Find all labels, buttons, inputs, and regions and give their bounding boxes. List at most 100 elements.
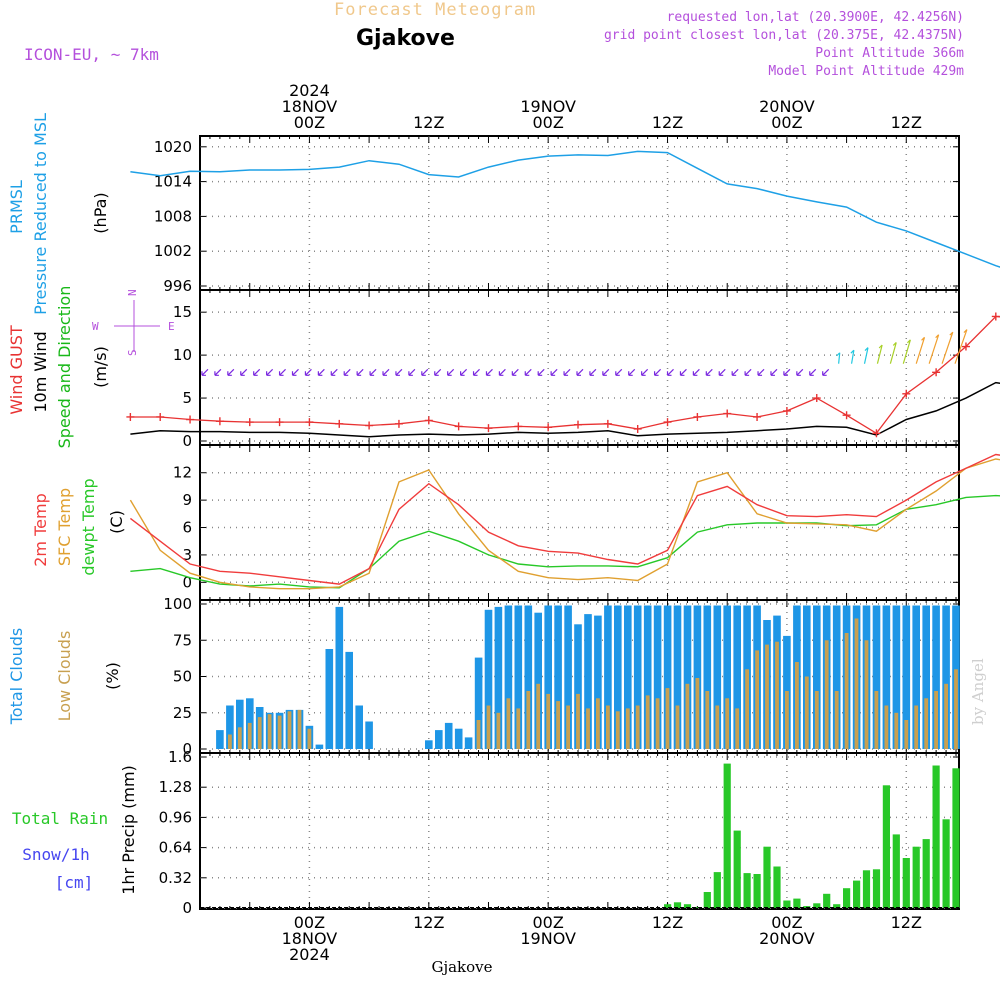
low-cloud-bar bbox=[755, 650, 759, 749]
rain-bar bbox=[892, 834, 900, 908]
low-cloud-bar bbox=[934, 691, 938, 749]
rain-bar bbox=[823, 893, 831, 908]
wind-unit-label: (m/s) bbox=[91, 346, 110, 388]
time-label-bottom: 00Z bbox=[533, 913, 564, 932]
rain-bar bbox=[733, 830, 741, 908]
y-tick-label: 1008 bbox=[154, 207, 192, 225]
total-cloud-bar bbox=[544, 605, 552, 749]
rain-bar bbox=[833, 904, 841, 908]
y-tick-label: 0.96 bbox=[159, 808, 192, 826]
low-cloud-bar bbox=[834, 691, 839, 749]
total-cloud-bar bbox=[355, 705, 363, 749]
y-tick-label: 6 bbox=[182, 519, 192, 537]
gust-marker bbox=[782, 406, 791, 415]
time-label-bottom: 12Z bbox=[652, 913, 683, 932]
low-cloud-bar bbox=[954, 669, 958, 750]
low-cloud-bar bbox=[486, 705, 491, 749]
total-cloud-bar bbox=[643, 605, 652, 749]
low-cloud-bar bbox=[675, 705, 680, 749]
cloud-unit-label: (%) bbox=[103, 662, 122, 690]
wind-direction-arrow bbox=[382, 368, 390, 376]
total-cloud-bar bbox=[942, 605, 950, 749]
wind-direction-arrow bbox=[304, 368, 312, 376]
low-cloud-bar bbox=[566, 705, 570, 749]
wind-direction-arrow bbox=[850, 349, 855, 364]
gust-marker bbox=[753, 412, 762, 421]
rain-bar bbox=[952, 768, 960, 908]
low-cloud-bar bbox=[844, 633, 849, 749]
wind-direction-arrow bbox=[227, 368, 235, 376]
wind-direction-arrow bbox=[628, 368, 636, 376]
low-cloud-bar bbox=[705, 691, 710, 749]
total-cloud-bar bbox=[554, 605, 562, 749]
wind-direction-arrow bbox=[395, 368, 403, 376]
y-tick-label: 15 bbox=[173, 303, 192, 321]
gust-marker bbox=[723, 409, 732, 418]
total-cloud-bar bbox=[236, 699, 244, 749]
low-cloud-bar bbox=[735, 708, 740, 749]
wind-direction-arrow bbox=[291, 368, 299, 376]
rain-bar bbox=[664, 904, 672, 908]
low-cloud-bar bbox=[237, 727, 242, 750]
gust-marker bbox=[365, 421, 374, 430]
y-tick-label: 75 bbox=[173, 631, 192, 649]
total-cloud-bar bbox=[723, 605, 731, 749]
gust-marker bbox=[394, 419, 403, 428]
low-cloud-bar bbox=[506, 698, 511, 750]
wind-direction-arrow bbox=[653, 368, 662, 376]
y-tick-label: 12 bbox=[173, 464, 192, 482]
low-cloud-bar bbox=[884, 705, 889, 749]
location-info: requested lon,lat (20.3900E, 42.4256N) g… bbox=[604, 9, 964, 81]
t2m-line bbox=[129, 453, 1000, 585]
wind-direction-arrow bbox=[902, 339, 911, 364]
low-cloud-bar bbox=[277, 715, 282, 749]
low-cloud-bar bbox=[785, 691, 789, 749]
low-cloud-bar bbox=[904, 720, 909, 749]
rain-bar bbox=[683, 904, 692, 908]
low-cloud-bar bbox=[745, 669, 749, 750]
low-cloud-bar bbox=[546, 693, 551, 749]
rain-bar bbox=[862, 870, 871, 909]
low-cloud-bar bbox=[596, 698, 600, 750]
rain-bar bbox=[743, 873, 751, 908]
wind-direction-arrow bbox=[266, 368, 274, 376]
rain-bar bbox=[942, 819, 950, 908]
compass-n: N bbox=[126, 289, 139, 296]
low-cloud-bar bbox=[606, 705, 610, 749]
rain-bar bbox=[763, 846, 771, 908]
low-cloud-bar bbox=[914, 705, 919, 749]
rain-bar bbox=[723, 763, 731, 908]
gust-marker bbox=[812, 394, 821, 403]
wind-direction-arrow bbox=[576, 368, 584, 376]
time-label-top: 12Z bbox=[413, 113, 444, 132]
gust-marker bbox=[961, 342, 970, 351]
total-cloud-bar bbox=[345, 651, 353, 749]
low-cloud-bar bbox=[824, 640, 829, 750]
y-tick-label: 1014 bbox=[154, 173, 192, 191]
total-cloud-bar bbox=[872, 605, 881, 749]
wind-direction-arrow bbox=[731, 368, 739, 376]
total-cloud-bar bbox=[663, 605, 672, 749]
total-cloud-bar bbox=[932, 605, 940, 749]
snow-unit-label: [cm] bbox=[55, 873, 94, 892]
low-cloud-bar bbox=[625, 708, 630, 749]
total-cloud-bar bbox=[882, 605, 891, 749]
sfc-temp-line bbox=[129, 458, 1000, 590]
low-cloud-bar bbox=[635, 705, 640, 749]
time-label-top: 20NOV bbox=[759, 97, 815, 116]
y-tick-label: 5 bbox=[182, 389, 192, 407]
time-label-top: 00Z bbox=[294, 113, 325, 132]
y-tick-label: 0 bbox=[182, 740, 192, 758]
wind-direction-arrow bbox=[770, 368, 778, 376]
gust-marker bbox=[514, 422, 523, 431]
low-cloud-bar bbox=[715, 705, 720, 749]
wind-direction-arrow bbox=[744, 368, 752, 376]
total-cloud-bar bbox=[464, 737, 473, 749]
total-clouds-label: Total Clouds bbox=[7, 628, 26, 726]
gust-marker bbox=[424, 416, 433, 425]
wind-speed-line bbox=[130, 381, 1000, 438]
wind-direction-arrow bbox=[915, 336, 926, 364]
wind-direction-arrow bbox=[447, 368, 455, 376]
compass-w: W bbox=[92, 320, 99, 333]
time-label-bottom: 12Z bbox=[413, 913, 444, 932]
